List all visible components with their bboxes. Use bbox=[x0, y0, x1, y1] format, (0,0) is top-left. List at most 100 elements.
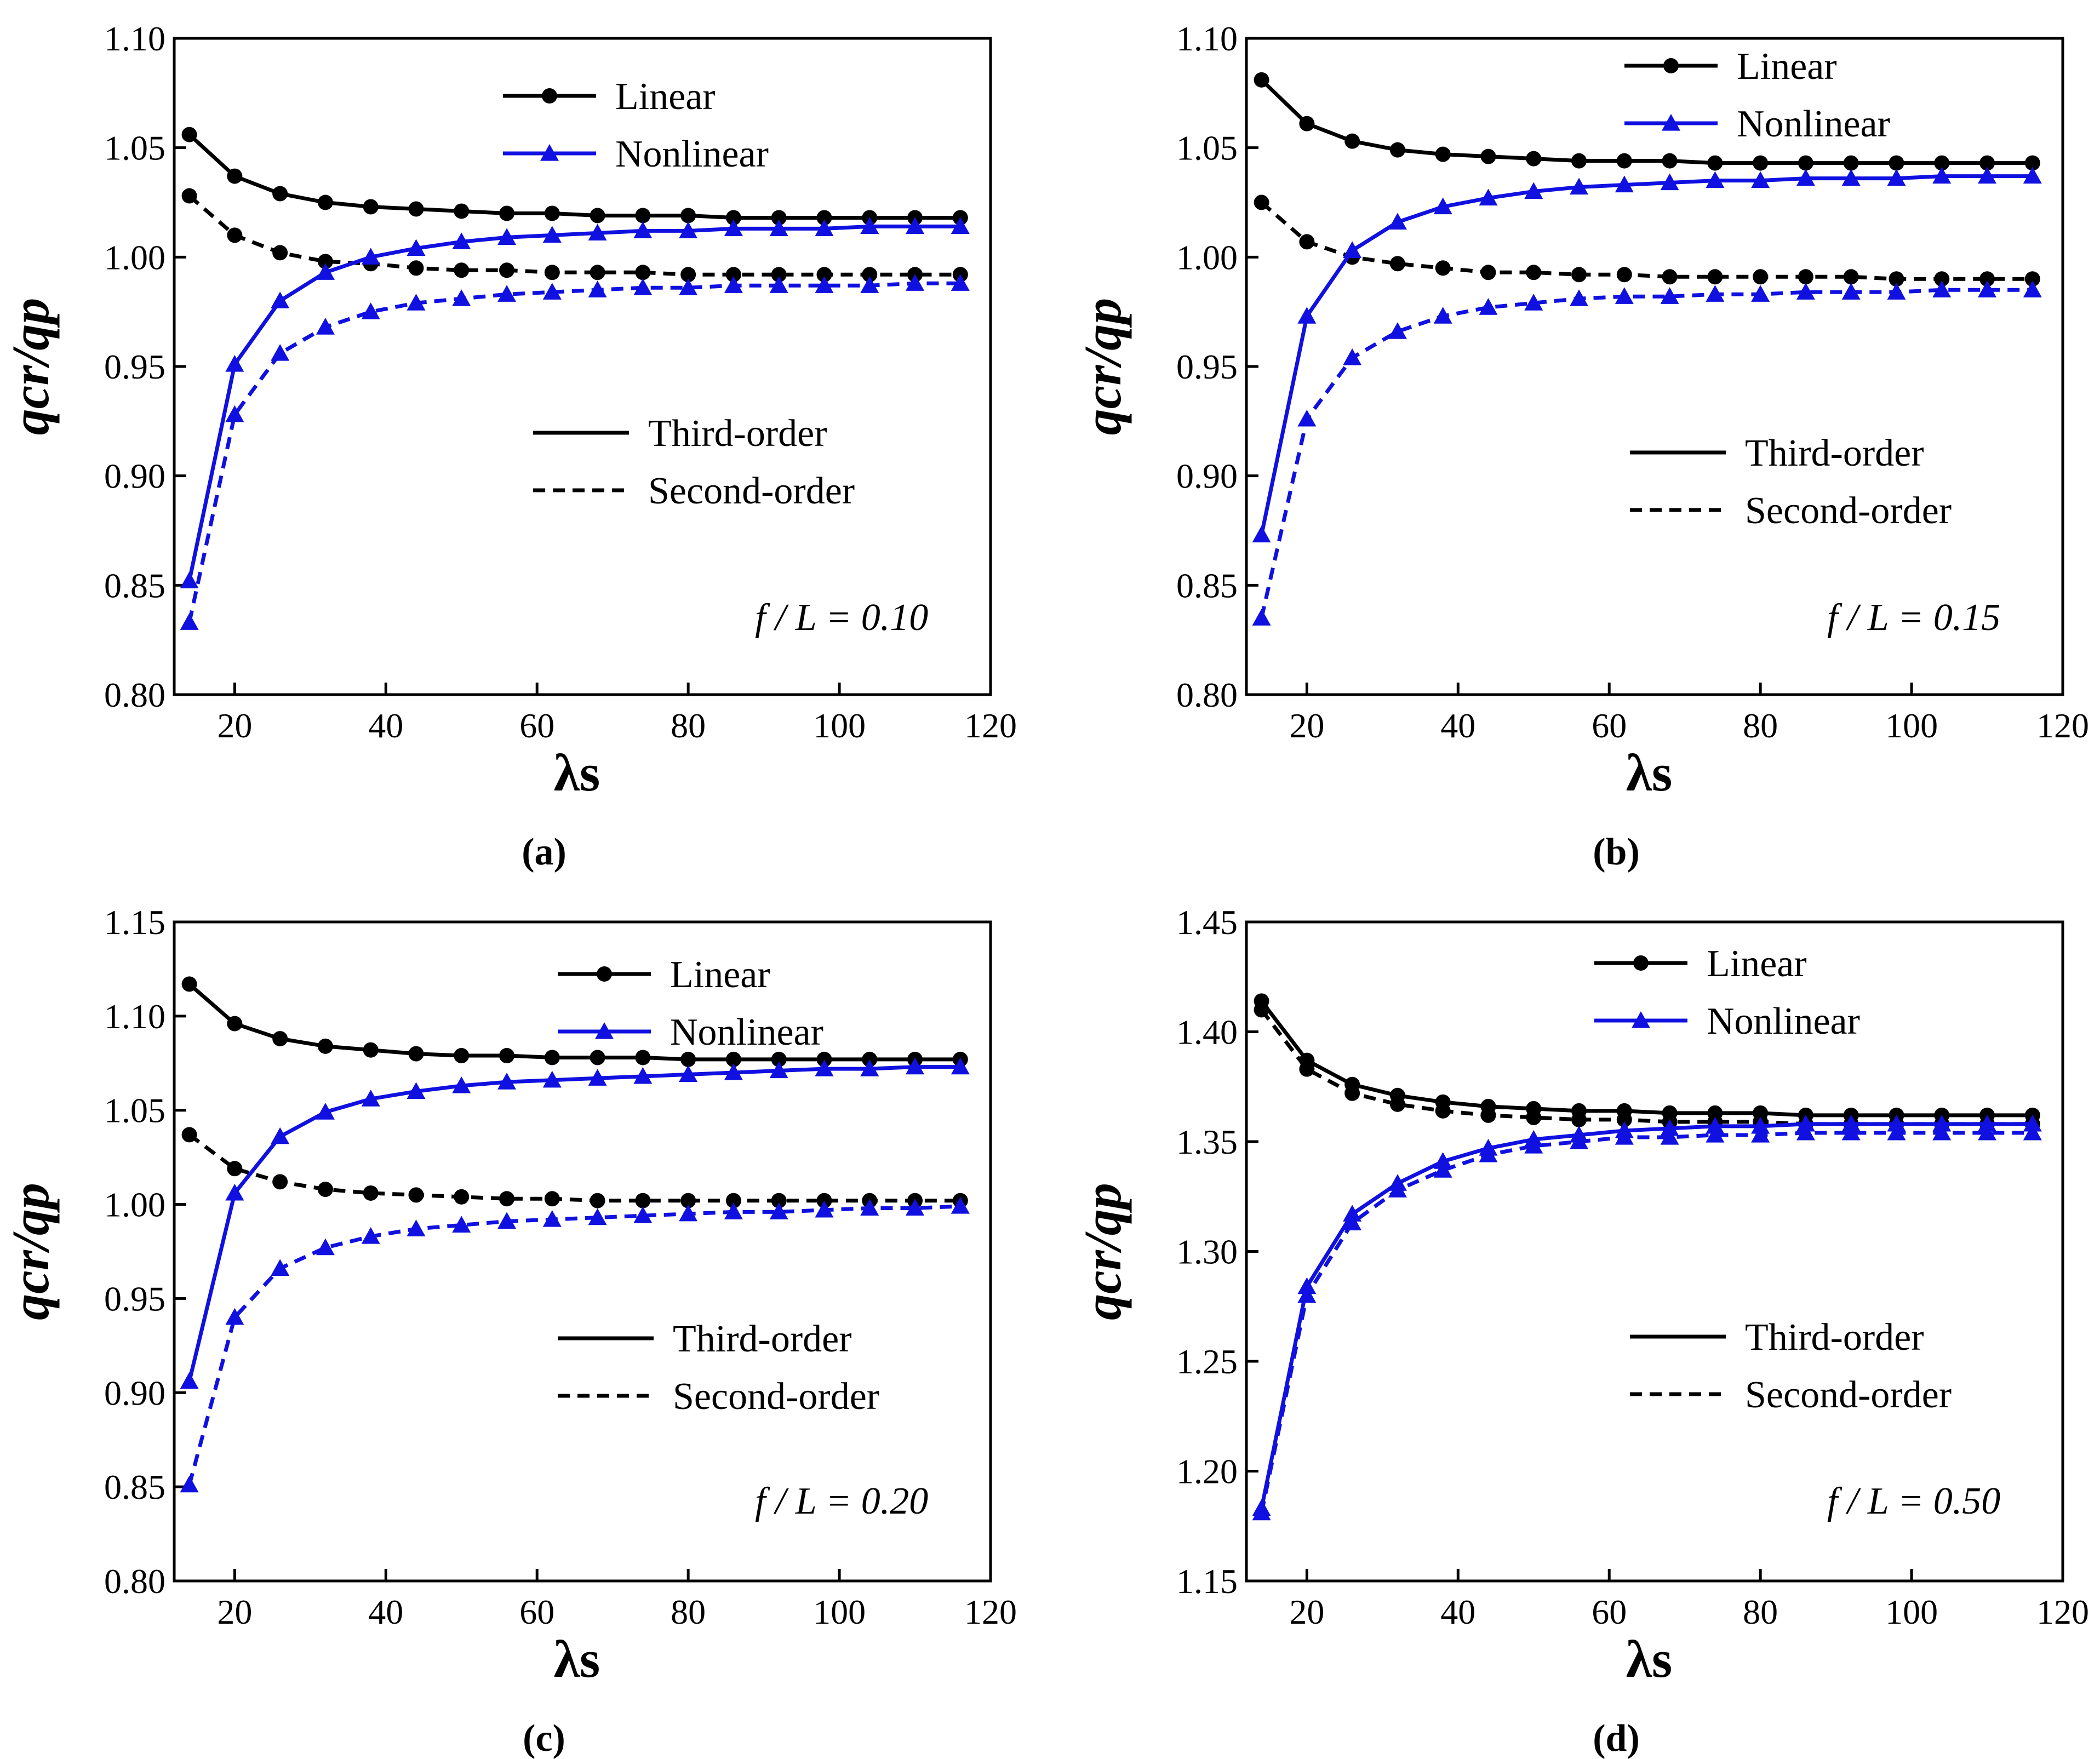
x-tick-label: 80 bbox=[1743, 706, 1778, 745]
data-point bbox=[1433, 197, 1452, 215]
y-tick-label: 1.05 bbox=[1176, 129, 1238, 168]
data-point bbox=[271, 1127, 290, 1144]
data-point bbox=[2024, 155, 2040, 171]
data-point bbox=[1344, 1085, 1360, 1101]
data-point bbox=[316, 263, 335, 280]
data-point bbox=[816, 267, 832, 283]
data-point bbox=[225, 1308, 244, 1325]
x-tick-label: 20 bbox=[1289, 706, 1324, 745]
y-tick-label: 0.85 bbox=[104, 566, 165, 605]
chart-panel-b: 20 40 60 80 100 120 0.80 0.85 0.90 0.95 1.00 1.05 1.… bbox=[1073, 19, 2089, 873]
plot-frame bbox=[173, 920, 992, 1583]
data-point bbox=[1616, 1111, 1632, 1127]
data-point bbox=[542, 1210, 562, 1227]
x-tick-label: 40 bbox=[368, 1592, 403, 1631]
data-point bbox=[1435, 146, 1451, 162]
y-tick-label: 1.20 bbox=[1176, 1452, 1238, 1491]
data-point bbox=[860, 276, 879, 293]
data-point bbox=[1753, 269, 1769, 285]
data-point bbox=[1252, 525, 1271, 543]
plot-frame bbox=[1245, 37, 2064, 696]
y-tick-label: 0.90 bbox=[104, 457, 165, 496]
data-point bbox=[588, 224, 607, 241]
panel-caption: (a) bbox=[522, 831, 567, 873]
data-point bbox=[1571, 153, 1587, 169]
ratio-annotation: f / L = 0.15 bbox=[1827, 597, 2000, 639]
data-point bbox=[679, 1204, 698, 1222]
x-tick-label: 60 bbox=[1592, 706, 1627, 745]
data-point bbox=[1660, 173, 1679, 191]
x-tick-label: 60 bbox=[1592, 1592, 1627, 1631]
data-point bbox=[816, 1051, 832, 1067]
data-point bbox=[635, 1193, 651, 1208]
data-point bbox=[724, 1063, 743, 1080]
data-point bbox=[1389, 256, 1405, 272]
y-tick-label: 0.95 bbox=[104, 347, 165, 386]
legend-marker-triangle bbox=[1662, 114, 1680, 131]
data-point bbox=[1299, 116, 1315, 131]
data-point bbox=[590, 1050, 605, 1065]
data-point bbox=[769, 1061, 788, 1079]
data-point bbox=[1706, 285, 1725, 302]
data-point bbox=[1435, 1103, 1451, 1119]
data-point bbox=[1343, 348, 1362, 365]
data-point bbox=[1479, 1145, 1498, 1162]
data-point bbox=[724, 276, 743, 293]
data-point bbox=[1660, 1119, 1679, 1136]
legend-label: Nonlinear bbox=[670, 1011, 823, 1053]
x-tick-label: 40 bbox=[368, 706, 403, 745]
legend-label: Third-order bbox=[1745, 432, 1924, 474]
data-point bbox=[1254, 1002, 1269, 1018]
y-axis-label: qcr/qp bbox=[1073, 298, 1132, 436]
data-point bbox=[1343, 1213, 1362, 1230]
data-point bbox=[407, 294, 426, 311]
series-line-nonlinear-third-order bbox=[1260, 174, 2033, 536]
data-point bbox=[407, 1082, 426, 1099]
legend-marker-circle bbox=[597, 966, 612, 982]
x-tick-label: 20 bbox=[1289, 1592, 1324, 1631]
data-point bbox=[544, 205, 560, 221]
data-point bbox=[1433, 1161, 1452, 1178]
x-tick-label: 80 bbox=[1743, 1592, 1778, 1631]
data-point bbox=[1707, 155, 1723, 171]
data-point bbox=[497, 1073, 517, 1090]
data-point bbox=[363, 1042, 379, 1058]
data-point bbox=[454, 1189, 470, 1205]
x-axis-label: λs bbox=[554, 1630, 600, 1688]
x-tick-label: 40 bbox=[1440, 1592, 1475, 1631]
data-point bbox=[2023, 1114, 2042, 1132]
data-point bbox=[1798, 155, 1813, 171]
data-point bbox=[452, 1216, 471, 1233]
data-point bbox=[1934, 155, 1950, 171]
data-point bbox=[1978, 280, 1997, 297]
legend-label: Second-order bbox=[648, 470, 855, 512]
x-tick-label: 20 bbox=[217, 1592, 252, 1631]
data-point bbox=[316, 1103, 335, 1120]
data-point bbox=[542, 1070, 562, 1088]
data-point bbox=[227, 1016, 243, 1032]
data-point bbox=[679, 278, 698, 295]
data-point bbox=[1526, 151, 1542, 167]
legend-marker-circle bbox=[1633, 955, 1649, 971]
data-point bbox=[633, 221, 653, 239]
data-point bbox=[407, 1219, 426, 1236]
y-axis-label: qcr/qp bbox=[1, 1183, 60, 1320]
data-point bbox=[1388, 213, 1407, 230]
data-point bbox=[317, 254, 333, 270]
data-point bbox=[1297, 409, 1317, 427]
data-point bbox=[271, 344, 290, 361]
plot-frame bbox=[173, 37, 992, 696]
data-point bbox=[272, 1174, 288, 1190]
data-point bbox=[815, 1200, 834, 1218]
data-point bbox=[1796, 169, 1815, 186]
series-line-nonlinear-second-order bbox=[187, 1204, 960, 1486]
data-point bbox=[1887, 169, 1906, 186]
data-point bbox=[363, 1185, 379, 1201]
data-point bbox=[590, 265, 605, 280]
data-point bbox=[1887, 283, 1906, 300]
data-point bbox=[1570, 289, 1589, 306]
y-tick-label: 0.95 bbox=[1176, 347, 1238, 386]
data-point bbox=[1343, 241, 1362, 258]
legend-label: Nonlinear bbox=[1737, 103, 1890, 145]
y-tick-label: 0.85 bbox=[1176, 566, 1238, 605]
